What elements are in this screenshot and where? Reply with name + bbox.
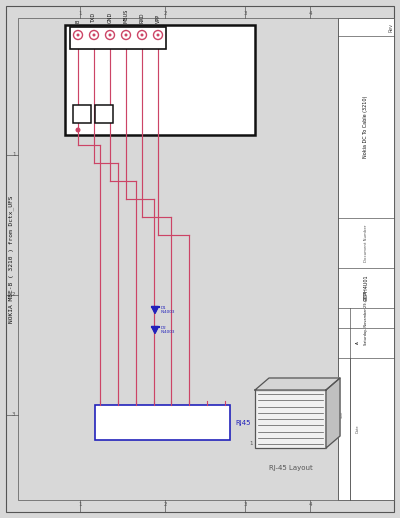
Text: 3: 3 (243, 11, 247, 16)
Circle shape (156, 34, 160, 36)
Text: RJ-45 Layout: RJ-45 Layout (269, 465, 312, 471)
Text: D2
IN4003: D2 IN4003 (161, 326, 176, 334)
Circle shape (122, 31, 130, 39)
Text: Saturday, November 29, 2003: Saturday, November 29, 2003 (364, 291, 368, 345)
Circle shape (140, 34, 144, 36)
Text: Nokia DC To Cable (3210): Nokia DC To Cable (3210) (364, 96, 368, 158)
Text: RXD: RXD (140, 12, 144, 23)
Circle shape (138, 31, 146, 39)
Text: 1: 1 (12, 152, 16, 157)
Text: TXD: TXD (152, 419, 156, 426)
Circle shape (92, 34, 96, 36)
Text: TXD: TXD (92, 13, 96, 23)
Text: +: + (78, 109, 86, 119)
Text: D1
IN4003: D1 IN4003 (161, 306, 176, 314)
Text: 1: 1 (78, 502, 82, 507)
Circle shape (74, 31, 82, 39)
Text: NOKIA MBE-8 ( 3210 ) from Dctx_UFS: NOKIA MBE-8 ( 3210 ) from Dctx_UFS (8, 195, 14, 323)
Circle shape (90, 31, 98, 39)
Polygon shape (326, 378, 340, 448)
Text: MBUS: MBUS (134, 418, 138, 427)
Polygon shape (152, 326, 158, 334)
Text: 4: 4 (308, 11, 312, 16)
Circle shape (76, 34, 80, 36)
Bar (95, 105, 113, 123)
Bar (73, 105, 91, 123)
Text: VPP: VPP (98, 419, 102, 426)
Bar (18, 18, 338, 500)
Text: A: A (356, 341, 360, 344)
Text: 4: 4 (308, 502, 312, 507)
Text: -: - (102, 107, 106, 121)
Circle shape (106, 31, 114, 39)
Text: 3: 3 (12, 412, 16, 418)
Text: Pin6: Pin6 (187, 419, 191, 426)
Text: RJ45: RJ45 (235, 420, 250, 425)
Text: GCPH4U01: GCPH4U01 (364, 275, 368, 301)
Text: 1: 1 (78, 11, 82, 16)
Text: B: B (76, 20, 80, 23)
Circle shape (76, 127, 80, 133)
Text: Date: Date (356, 425, 360, 433)
Text: VPP: VPP (156, 14, 160, 23)
Bar (70, 27, 166, 49)
Text: RXD: RXD (170, 419, 174, 426)
Text: Rev: Rev (388, 23, 394, 33)
Polygon shape (152, 307, 158, 313)
Bar (338, 18, 394, 500)
Text: Size: Size (340, 410, 344, 418)
Text: GND: GND (116, 419, 120, 426)
Circle shape (124, 34, 128, 36)
Text: Pin7: Pin7 (205, 419, 209, 426)
Circle shape (108, 34, 112, 36)
Circle shape (154, 31, 162, 39)
Bar (95, 405, 230, 440)
Text: 1: 1 (250, 441, 253, 446)
Text: 2: 2 (163, 11, 167, 16)
Bar (255, 390, 326, 448)
Text: GND: GND (108, 12, 112, 23)
Text: MBUS: MBUS (124, 9, 128, 23)
Text: Document Number: Document Number (364, 224, 368, 262)
Polygon shape (255, 378, 340, 390)
Text: Pin8: Pin8 (223, 419, 227, 426)
Bar (65, 25, 255, 135)
Text: 2: 2 (12, 293, 16, 297)
Text: 2: 2 (163, 502, 167, 507)
Text: 3: 3 (243, 502, 247, 507)
